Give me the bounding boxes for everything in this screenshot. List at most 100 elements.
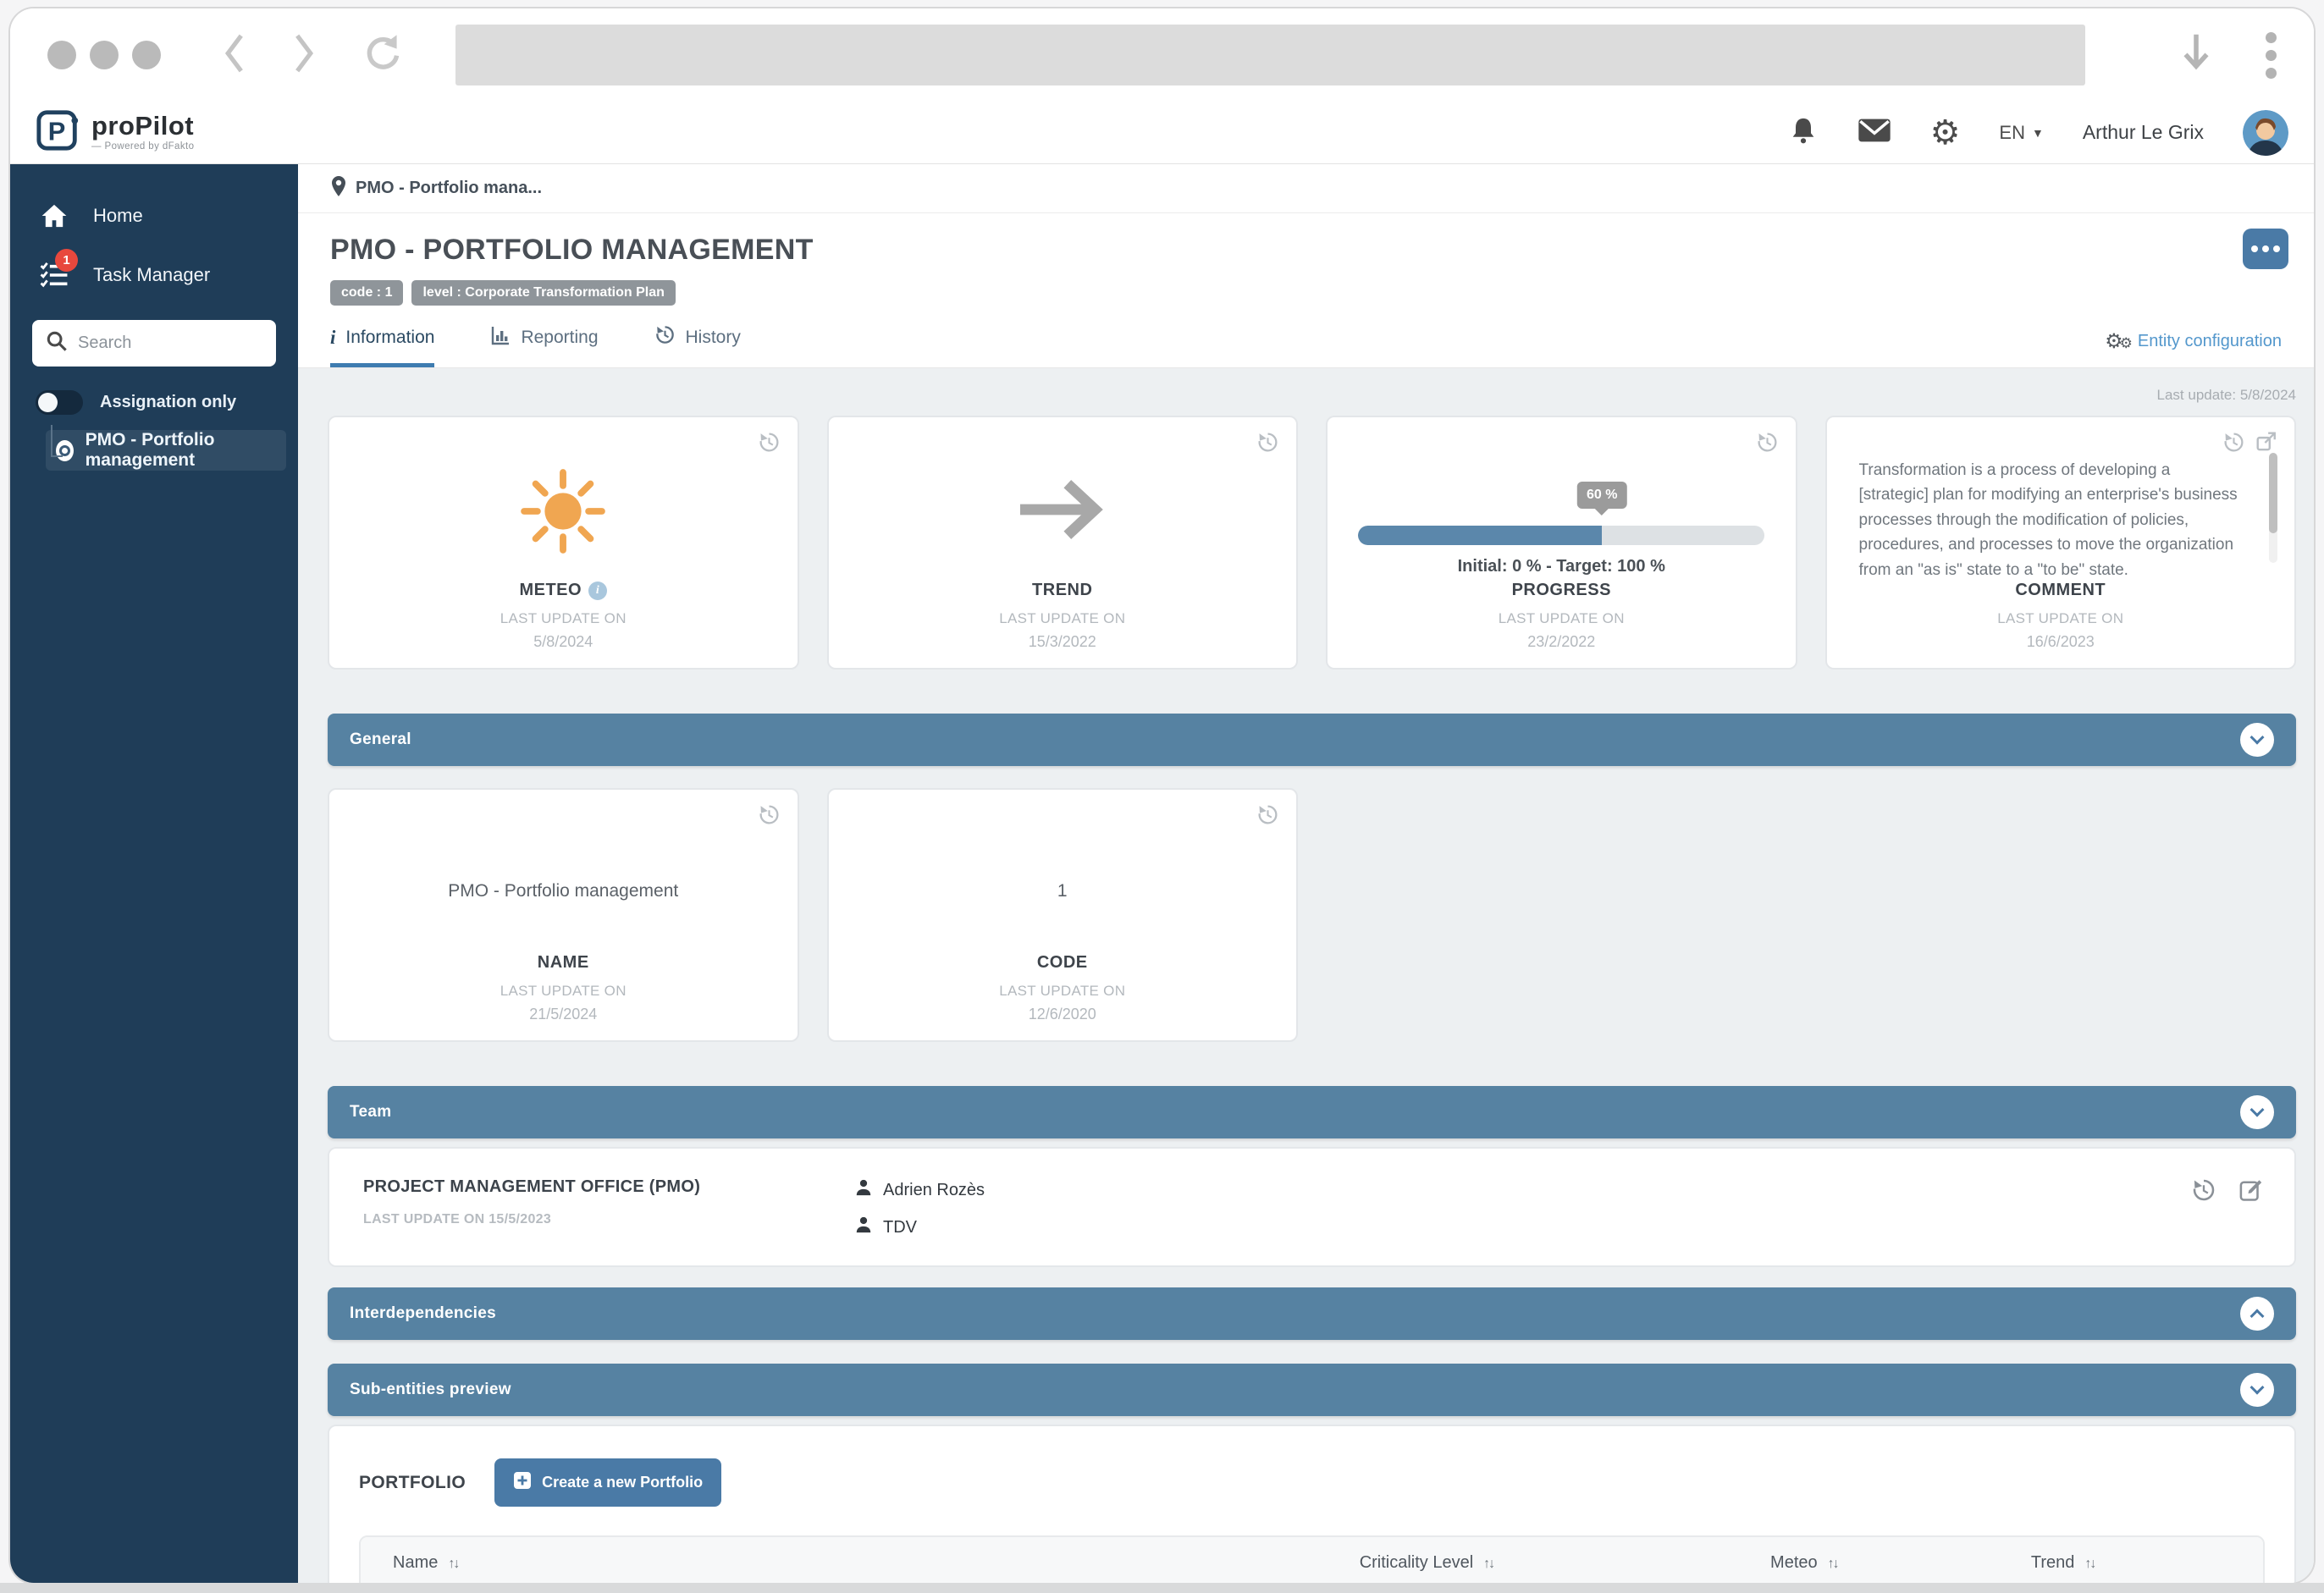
history-icon[interactable]: [1256, 803, 1279, 830]
svg-text:P: P: [48, 117, 66, 146]
info-icon[interactable]: i: [588, 582, 607, 600]
tab-bar: i Information Reporting History: [330, 324, 2280, 367]
assignation-toggle-label: Assignation only: [100, 393, 236, 412]
portfolio-title: PORTFOLIO: [359, 1473, 466, 1493]
sun-icon: [329, 461, 798, 561]
sidebar-tree-item-pmo[interactable]: PMO - Portfolio management: [46, 430, 286, 471]
sidebar-search[interactable]: [32, 320, 276, 367]
history-icon[interactable]: [1756, 431, 1779, 458]
comment-text: Transformation is a process of developin…: [1859, 458, 2241, 582]
history-icon[interactable]: [2191, 1177, 2216, 1207]
back-icon[interactable]: [220, 31, 249, 80]
team-member: Adrien Rozès: [854, 1177, 985, 1203]
column-header-meteo[interactable]: Meteo↑↓: [1770, 1537, 2031, 1585]
create-portfolio-button[interactable]: Create a new Portfolio: [494, 1458, 721, 1507]
refresh-icon[interactable]: [359, 30, 405, 80]
section-team[interactable]: Team: [328, 1086, 2296, 1138]
section-interdependencies[interactable]: Interdependencies: [328, 1287, 2296, 1340]
app-header: P proPilot — Powered by dFakto ⚙ EN ▼ Ar…: [10, 102, 2314, 164]
history-icon[interactable]: [758, 431, 781, 458]
entity-configuration-link[interactable]: ⚙⚙ Entity configuration: [2105, 329, 2282, 354]
assignation-toggle[interactable]: [36, 390, 83, 415]
tab-information[interactable]: i Information: [330, 324, 434, 367]
portfolio-table: Name↑↓ Criticality Level↑↓ Meteo↑↓: [359, 1535, 2265, 1585]
sort-icon[interactable]: ↑↓: [1828, 1557, 1838, 1571]
edit-icon[interactable]: [2238, 1177, 2264, 1207]
history-icon[interactable]: [1256, 431, 1279, 458]
trend-right-arrow-icon: [829, 470, 1297, 549]
team-card: PROJECT MANAGEMENT OFFICE (PMO) LAST UPD…: [328, 1147, 2296, 1267]
logo-subtext: — Powered by dFakto: [91, 142, 194, 152]
comment-card: Transformation is a process of developin…: [1825, 416, 2297, 670]
progress-fill: [1358, 526, 1602, 545]
column-header-criticality[interactable]: Criticality Level↑↓: [1360, 1537, 1770, 1585]
page-title: PMO - PORTFOLIO MANAGEMENT: [330, 234, 2280, 267]
history-icon: [654, 324, 676, 350]
plus-square-icon: [513, 1471, 532, 1494]
browser-chrome: [10, 8, 2314, 102]
card-label: METEO i: [519, 581, 607, 600]
sort-icon[interactable]: ↑↓: [448, 1557, 458, 1571]
chevron-down-icon[interactable]: [2240, 723, 2274, 757]
address-bar[interactable]: [455, 25, 2085, 85]
team-last-update: LAST UPDATE ON 15/5/2023: [363, 1212, 854, 1227]
section-general[interactable]: General: [328, 714, 2296, 766]
column-header-name[interactable]: Name↑↓: [361, 1537, 1360, 1585]
avatar[interactable]: [2243, 110, 2288, 156]
person-icon: [854, 1215, 873, 1240]
sort-icon[interactable]: ↑↓: [1483, 1557, 1493, 1571]
app-logo[interactable]: P proPilot — Powered by dFakto: [36, 107, 194, 157]
team-member: TDV: [854, 1215, 985, 1240]
tree-line: [51, 425, 52, 455]
sort-icon[interactable]: ↑↓: [2084, 1557, 2095, 1571]
history-icon[interactable]: [2222, 431, 2245, 458]
tab-history[interactable]: History: [654, 324, 741, 367]
progress-tooltip: 60 %: [1577, 482, 1626, 509]
trend-card: TREND LAST UPDATE ON 15/3/2022: [827, 416, 1299, 670]
report-chart-icon: [490, 325, 511, 350]
progress-card: 60 % Initial: 0 % - Target: 100 % PROGRE…: [1326, 416, 1797, 670]
meteo-card: METEO i LAST UPDATE ON 5/8/2024: [328, 416, 799, 670]
column-header-trend[interactable]: Trend↑↓: [2031, 1537, 2263, 1585]
section-subentities[interactable]: Sub-entities preview: [328, 1364, 2296, 1416]
chevron-down-icon[interactable]: [2240, 1095, 2274, 1129]
tab-reporting[interactable]: Reporting: [490, 324, 598, 367]
browser-menu-icon[interactable]: [2266, 32, 2277, 79]
forward-icon[interactable]: [290, 31, 318, 80]
sidebar-item-home[interactable]: Home: [10, 196, 298, 235]
scrollbar[interactable]: [2269, 453, 2277, 563]
progress-bar: 60 %: [1358, 526, 1764, 545]
breadcrumb-text[interactable]: PMO - Portfolio mana...: [356, 179, 542, 198]
home-icon: [37, 202, 71, 229]
history-icon[interactable]: [758, 803, 781, 830]
code-value: 1: [829, 881, 1297, 901]
page-bottom-edge: [0, 1583, 2324, 1593]
progress-range-text: Initial: 0 % - Target: 100 %: [1328, 557, 1796, 576]
notifications-bell-icon[interactable]: [1788, 115, 1819, 150]
messages-envelope-icon[interactable]: [1858, 118, 1891, 147]
browser-window: P proPilot — Powered by dFakto ⚙ EN ▼ Ar…: [8, 7, 2316, 1585]
download-icon[interactable]: [2179, 32, 2213, 79]
radio-selected-icon: [56, 440, 74, 461]
search-input[interactable]: [78, 333, 247, 353]
info-icon: i: [330, 327, 335, 349]
team-org-name: PROJECT MANAGEMENT OFFICE (PMO): [363, 1177, 854, 1197]
chevron-up-icon[interactable]: [2240, 1297, 2274, 1331]
code-badge: code : 1: [330, 280, 403, 306]
content-scroll-area[interactable]: Last update: 5/8/2024: [298, 368, 2314, 1585]
settings-gear-icon[interactable]: ⚙: [1930, 116, 1961, 150]
portfolio-panel: PORTFOLIO Create a new Portfolio: [328, 1425, 2296, 1585]
person-icon: [854, 1177, 873, 1203]
name-card: PMO - Portfolio management NAME LAST UPD…: [328, 788, 799, 1042]
language-selector[interactable]: EN ▼: [1999, 122, 2043, 144]
chevron-down-icon[interactable]: [2240, 1373, 2274, 1407]
sidebar-item-task-manager[interactable]: 1 Task Manager: [10, 256, 298, 295]
user-name[interactable]: Arthur Le Grix: [2083, 121, 2204, 144]
sidebar: Home 1 Task Manager Assignation only: [10, 164, 298, 1585]
code-card: 1 CODE LAST UPDATE ON 12/6/2020: [827, 788, 1299, 1042]
window-controls[interactable]: [47, 41, 161, 69]
task-list-icon: 1: [37, 261, 71, 289]
gears-icon: ⚙⚙: [2105, 329, 2129, 354]
more-actions-button[interactable]: [2243, 229, 2288, 269]
chevron-down-icon: ▼: [2032, 126, 2044, 140]
